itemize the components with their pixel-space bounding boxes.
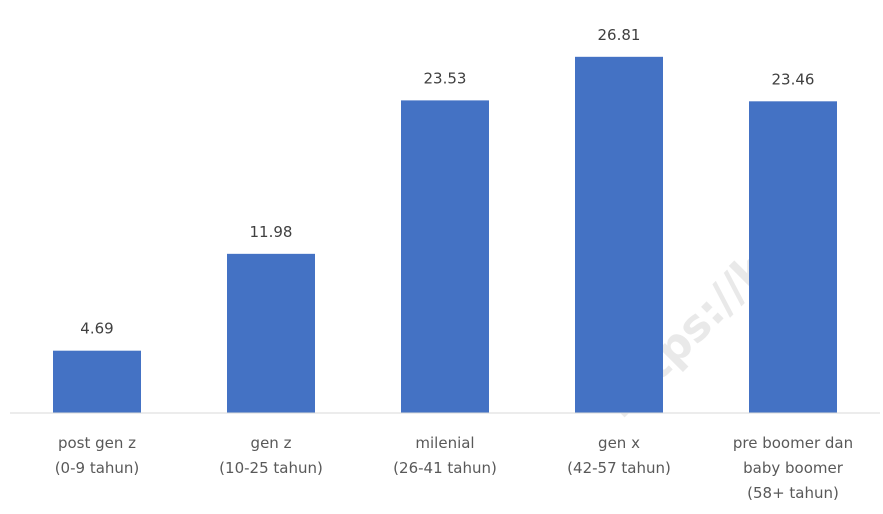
bar bbox=[53, 350, 141, 413]
category-tick-label: milenial bbox=[415, 434, 474, 452]
bar-value-label: 23.46 bbox=[772, 70, 815, 88]
category-tick-label: (26-41 tahun) bbox=[393, 459, 497, 477]
bars-layer bbox=[53, 56, 837, 414]
category-tick-label: (42-57 tahun) bbox=[567, 459, 671, 477]
bar-value-label: 4.69 bbox=[80, 320, 113, 338]
bar-value-label: 23.53 bbox=[424, 69, 467, 87]
bar-value-label: 11.98 bbox=[250, 223, 293, 241]
bar bbox=[749, 101, 837, 414]
category-tick-label: gen z bbox=[251, 434, 292, 452]
category-tick-label: (10-25 tahun) bbox=[219, 459, 323, 477]
category-tick-label: gen x bbox=[598, 434, 640, 452]
bar-value-label: 26.81 bbox=[598, 26, 641, 44]
labels-layer: 4.69 post gen z (0-9 tahun) 11.98 gen z (10-2… bbox=[55, 26, 853, 502]
bar bbox=[227, 253, 315, 413]
category-tick-label: post gen z bbox=[58, 434, 136, 452]
category-tick-label: (58+ tahun) bbox=[747, 484, 839, 502]
bar bbox=[401, 100, 489, 413]
category-tick-label: (0-9 tahun) bbox=[55, 459, 140, 477]
category-tick-label: baby boomer bbox=[743, 459, 844, 477]
category-tick-label: pre boomer dan bbox=[733, 434, 853, 452]
bar bbox=[575, 56, 663, 414]
